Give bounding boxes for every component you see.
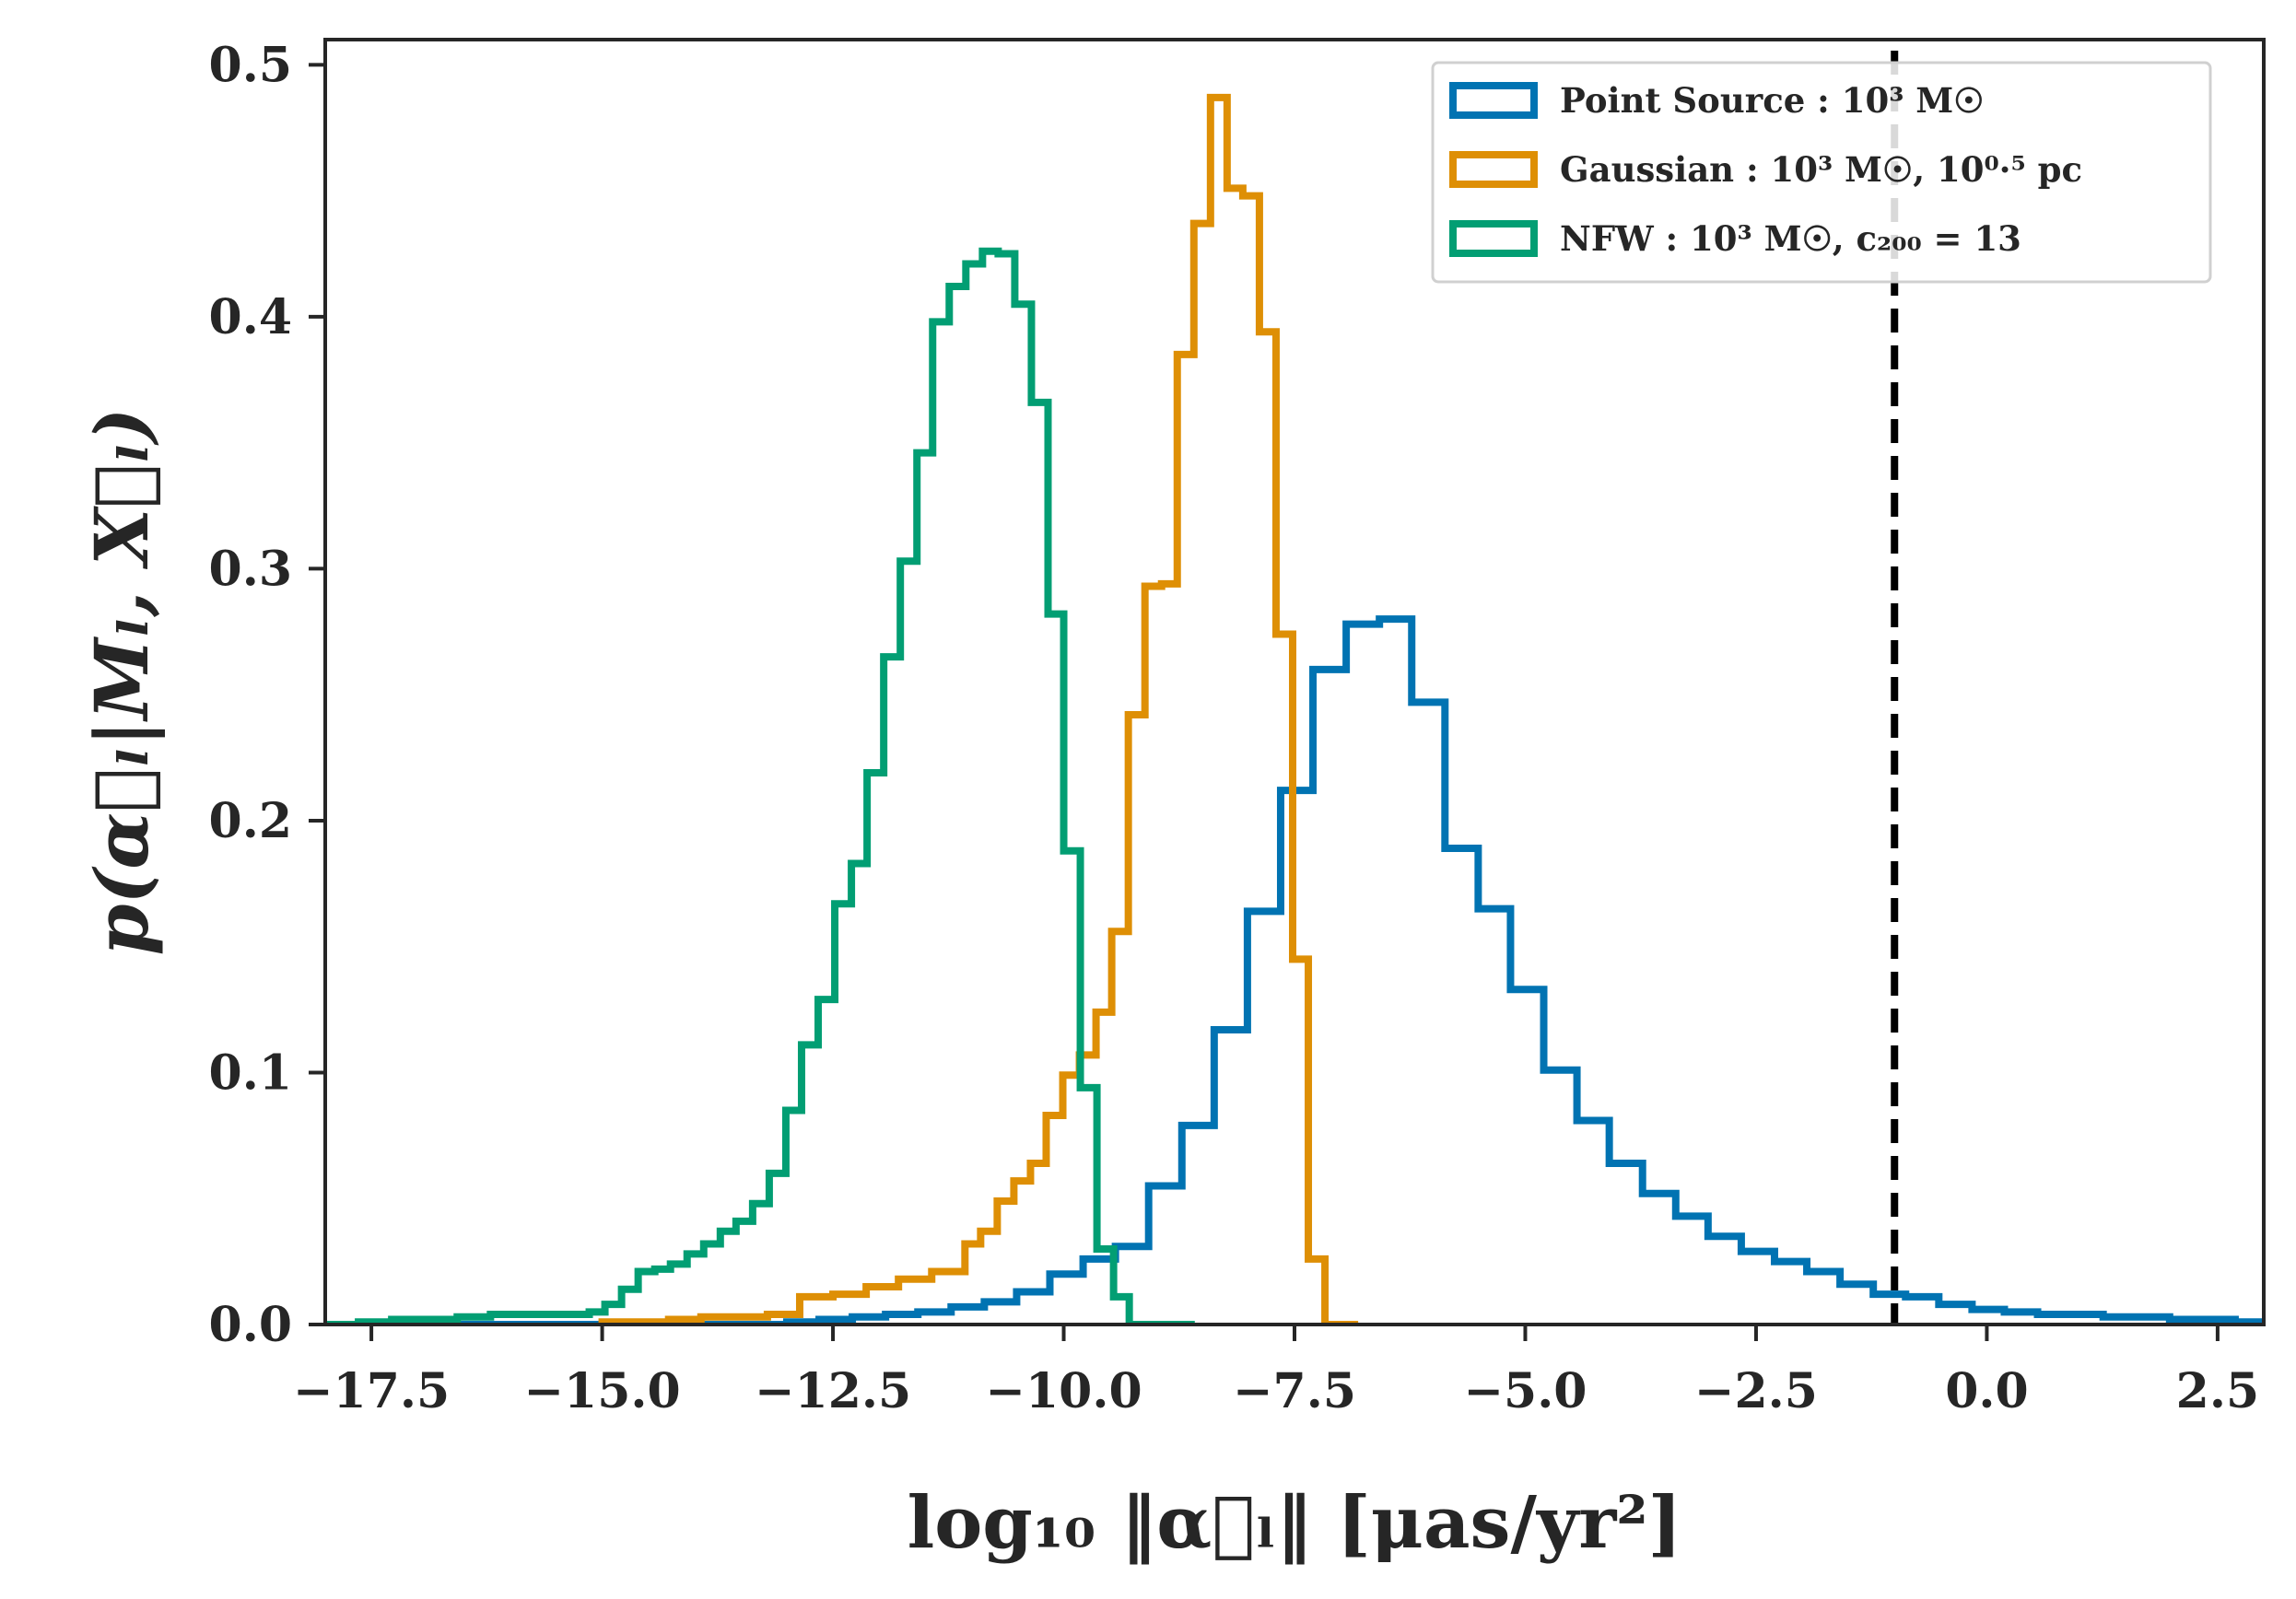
- histogram-bin-nfw: [1014, 304, 1031, 1325]
- y-tick-label: 0.1: [209, 1045, 292, 1101]
- histogram-bin-gaussian: [1211, 98, 1227, 1325]
- histogram-bin-gaussian: [1194, 224, 1211, 1325]
- histogram-bin-point-source: [1346, 624, 1379, 1325]
- y-tick-label: 0.5: [209, 37, 292, 93]
- y-tick-label: 0.4: [209, 289, 292, 345]
- legend-label-nfw: NFW : 10³ M☉, c₂₀₀ = 13: [1560, 218, 2021, 259]
- histogram-bin-point-source: [1510, 989, 1543, 1325]
- x-tick-label: 0.0: [1945, 1363, 2028, 1419]
- legend: Point Source : 10³ M☉ Gaussian : 10³ M☉,…: [1431, 61, 2212, 284]
- x-tick-label: −15.0: [523, 1363, 680, 1419]
- x-tick-label: −10.0: [985, 1363, 1142, 1419]
- histogram-bin-nfw: [851, 863, 867, 1325]
- x-tick-label: −17.5: [293, 1363, 450, 1419]
- histogram-bin-nfw: [900, 561, 917, 1325]
- histogram-bin-point-source: [1478, 909, 1510, 1325]
- histogram-step-gaussian: [598, 93, 1359, 1325]
- histogram-bin-point-source: [1379, 619, 1412, 1325]
- legend-frame: [1431, 61, 2212, 284]
- histogram-bin-nfw: [917, 453, 932, 1325]
- histogram-bin-point-source: [1445, 848, 1478, 1325]
- histogram-bin-point-source: [1905, 1297, 1939, 1325]
- histogram-bin-point-source: [1544, 1070, 1577, 1325]
- y-tick-label: 0.0: [209, 1297, 292, 1353]
- histogram-bin-point-source: [1708, 1236, 1741, 1325]
- histogram-bin-point-source: [1313, 670, 1346, 1325]
- histogram-bin-gaussian: [1162, 584, 1177, 1325]
- histogram-bin-point-source: [1643, 1194, 1676, 1325]
- histogram-bin-nfw: [932, 321, 949, 1325]
- legend-label-gaussian: Gaussian : 10³ M☉, 10⁰·⁵ pc: [1560, 149, 2082, 190]
- histogram-bin-point-source: [1577, 1120, 1610, 1325]
- histogram-bin-nfw: [949, 286, 966, 1325]
- histogram-step-nfw: [325, 247, 1195, 1325]
- x-tick-label: −5.0: [1463, 1363, 1587, 1419]
- histogram-bin-point-source: [1610, 1163, 1643, 1325]
- series-point-source: [325, 615, 2264, 1325]
- histogram-bin-point-source: [1807, 1272, 1840, 1325]
- x-tick-label: −2.5: [1694, 1363, 1818, 1419]
- legend-swatch-gaussian: [1449, 151, 1538, 188]
- series-nfw: [325, 247, 1195, 1325]
- histogram-bin-nfw: [966, 263, 982, 1325]
- histogram-bin-point-source: [1775, 1262, 1807, 1325]
- histogram-bin-point-source: [1840, 1284, 1873, 1325]
- x-axis-ticks: −17.5 −15.0 −12.5 −10.0 −7.5 −5.0 −2.5 0.0 2.5: [293, 1325, 2259, 1419]
- histogram-bin-nfw: [671, 1264, 687, 1325]
- histogram-bin-point-source: [1873, 1294, 1905, 1325]
- y-tick-label: 0.2: [209, 793, 292, 849]
- x-tick-label: 2.5: [2176, 1363, 2259, 1419]
- legend-swatch-nfw: [1449, 220, 1538, 257]
- histogram-series: [325, 93, 2264, 1325]
- plot-frame: [323, 38, 2266, 1326]
- histogram-bin-point-source: [1741, 1252, 1775, 1325]
- histogram-bin-gaussian: [1227, 188, 1243, 1325]
- y-axis-title: p(α⃗ₗ|Mₗ, X⃗ₗ): [78, 408, 166, 956]
- histogram-bin-gaussian: [1243, 196, 1259, 1325]
- legend-label-point-source: Point Source : 10³ M☉: [1560, 80, 1984, 121]
- histogram-bin-nfw: [655, 1269, 671, 1325]
- y-axis-ticks: 0.0 0.1 0.2 0.3 0.4 0.5: [209, 37, 325, 1353]
- series-gaussian: [598, 93, 1359, 1325]
- histogram-bin-point-source: [1676, 1216, 1708, 1325]
- x-axis-title: log₁₀ ‖α⃗ₗ‖ [μas/yr²]: [908, 1481, 1682, 1565]
- histogram-bin-nfw: [998, 254, 1014, 1325]
- x-tick-label: −12.5: [755, 1363, 911, 1419]
- histogram-bin-nfw: [736, 1221, 753, 1325]
- legend-swatch-point-source: [1449, 82, 1538, 119]
- histogram-bin-point-source: [1412, 702, 1445, 1325]
- x-tick-label: −7.5: [1233, 1363, 1356, 1419]
- y-tick-label: 0.3: [209, 541, 292, 597]
- histogram-step-point-source: [325, 615, 2264, 1325]
- histogram-bin-nfw: [982, 251, 998, 1325]
